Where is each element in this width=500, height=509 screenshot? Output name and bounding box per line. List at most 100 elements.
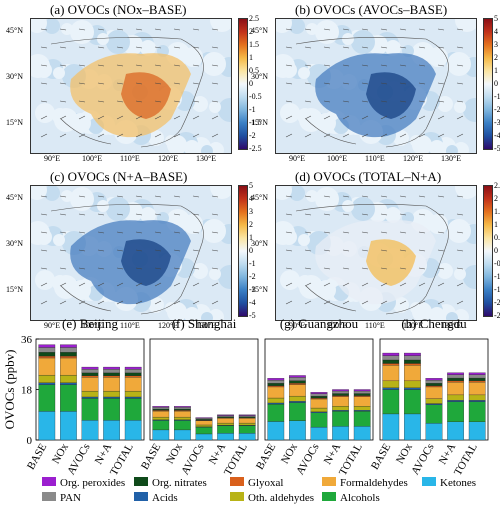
bar-segment-acids xyxy=(404,387,421,390)
bar-segment-org-nitrates xyxy=(103,372,120,376)
bar-segment-ketones xyxy=(217,433,234,441)
colorbar-tick: 0 xyxy=(494,79,498,88)
bar-segment-formaldehydes xyxy=(174,410,191,418)
bar-segment-pan xyxy=(81,369,99,374)
bar-segment-ketones xyxy=(81,420,99,441)
bar-segment-pan xyxy=(382,355,400,361)
longitude-label: 110°E xyxy=(120,154,140,163)
bar-segment-oth-aldehydes xyxy=(468,394,486,401)
bar-segment-glyoxal xyxy=(425,385,443,388)
map-image xyxy=(275,185,477,321)
bar-segment-ketones xyxy=(238,433,256,441)
bar-segment-org-nitrates xyxy=(425,383,443,386)
latitude-label: 45°N xyxy=(6,26,23,35)
legend-label: Glyoxal xyxy=(248,477,283,489)
bar-segment-ketones xyxy=(310,426,328,441)
bar-segment-org-nitrates xyxy=(238,416,256,418)
map-image xyxy=(30,18,232,154)
x-tick-label: N+A xyxy=(322,441,343,466)
x-tick-label: N+A xyxy=(437,441,458,466)
bar-segment-pan xyxy=(353,390,371,394)
bar-segment-org-nitrates xyxy=(124,372,142,376)
longitude-label: 120°E xyxy=(158,154,179,163)
bar-segment-glyoxal xyxy=(353,395,371,397)
colorbar-tick: 2.5 xyxy=(494,181,500,190)
colorbar-tick: -1 xyxy=(249,105,256,114)
bar-segment-alcohols xyxy=(238,425,256,434)
bar-segment-ketones xyxy=(289,420,306,441)
bar-segment-oth-aldehydes xyxy=(447,394,464,401)
legend-swatch xyxy=(322,477,336,486)
latitude-label: 30°N xyxy=(251,72,268,81)
x-tick-label: N+A xyxy=(207,441,228,466)
colorbar-tick: -5 xyxy=(494,144,500,153)
longitude-label: 100°E xyxy=(327,321,348,330)
bar-segment-alcohols xyxy=(267,404,285,422)
bar-segment-alcohols xyxy=(447,401,464,422)
bar-segment-org-nitrates xyxy=(332,393,349,396)
y-tick-label: 0 xyxy=(27,435,33,447)
bar-segment-formaldehydes xyxy=(60,357,77,376)
colorbar-tick: -5 xyxy=(249,311,256,320)
colorbar xyxy=(483,18,493,150)
bar-segment-alcohols xyxy=(425,404,443,424)
bar-segment-acids xyxy=(353,410,371,412)
colorbar-tick: -3 xyxy=(494,118,500,127)
map-title: (a) OVOCs (NOx–BASE) xyxy=(50,2,187,17)
bar-segment-glyoxal xyxy=(332,395,349,397)
bar-segment-org-peroxides xyxy=(81,366,99,370)
legend-label: Org. nitrates xyxy=(152,477,207,489)
legend-label: Formaldehydes xyxy=(340,477,408,489)
bar-segment-alcohols xyxy=(310,412,328,428)
bar-segment-org-nitrates xyxy=(404,359,421,364)
bar-segment-oth-aldehydes xyxy=(353,406,371,411)
bar-segment-org-peroxides xyxy=(38,344,56,348)
latitude-label: 45°N xyxy=(251,26,268,35)
x-tick-label: NOx xyxy=(50,441,71,466)
bar-segment-org-peroxides xyxy=(267,378,285,381)
bar-segment-alcohols xyxy=(332,411,349,427)
colorbar-tick: -2 xyxy=(249,272,256,281)
chart-panel-title: (f) Shanghai xyxy=(172,316,237,331)
longitude-label: 130°E xyxy=(441,154,462,163)
bar-segment-pan xyxy=(103,369,120,374)
bar-segment-pan xyxy=(468,374,486,379)
map-title: (d) OVOCs (TOTAL–N+A) xyxy=(295,169,442,184)
legend-swatch xyxy=(322,492,336,501)
bar-segment-pan xyxy=(447,374,464,379)
bar-segment-ketones xyxy=(447,421,464,441)
map-image xyxy=(275,18,477,154)
bar-segment-alcohols xyxy=(174,420,191,431)
bar-segment-acids xyxy=(38,382,56,385)
colorbar-tick: -2 xyxy=(494,105,500,114)
latitude-label: 30°N xyxy=(6,239,23,248)
bar-segment-ketones xyxy=(124,420,142,441)
bar-segment-formaldehydes xyxy=(289,384,306,397)
bar-segment-formaldehydes xyxy=(217,418,234,424)
longitude-label: 100°E xyxy=(82,154,103,163)
bar-segment-alcohols xyxy=(124,398,142,421)
bar-segment-formaldehydes xyxy=(81,377,99,392)
bar-segment-acids xyxy=(382,387,400,390)
bar-segment-alcohols xyxy=(152,420,170,431)
longitude-label: 120°E xyxy=(158,321,179,330)
bar-segment-alcohols xyxy=(60,384,77,412)
colorbar-tick: 4 xyxy=(494,27,498,36)
colorbar-tick: 2 xyxy=(249,27,253,36)
bar-segment-org-nitrates xyxy=(81,372,99,376)
legend-swatch xyxy=(134,492,148,501)
colorbar-tick: 1 xyxy=(494,220,498,229)
bar-segment-glyoxal xyxy=(124,375,142,378)
x-tick-label: BASE xyxy=(139,441,164,472)
bar-segment-org-peroxides xyxy=(195,417,213,419)
bar-segment-oth-aldehydes xyxy=(267,397,285,404)
x-tick-label: BASE xyxy=(369,441,394,472)
bar-segment-formaldehydes xyxy=(425,386,443,399)
colorbar-tick: -1 xyxy=(249,259,256,268)
y-tick-label: 36 xyxy=(21,334,33,346)
colorbar-tick: 0.5 xyxy=(249,66,259,75)
bar-segment-glyoxal xyxy=(38,355,56,359)
latitude-label: 15°N xyxy=(251,285,268,294)
bar-segment-org-nitrates xyxy=(353,393,371,396)
bar-segment-org-peroxides xyxy=(217,414,234,416)
